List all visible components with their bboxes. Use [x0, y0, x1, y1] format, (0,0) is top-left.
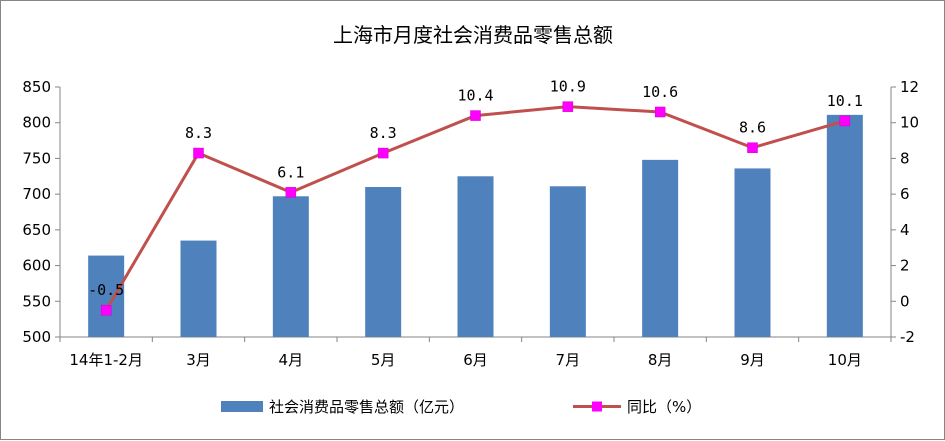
- line-point: [839, 115, 851, 127]
- right-axis-tick-label: 6: [900, 185, 910, 203]
- x-axis-tick-label: 14年1-2月: [69, 351, 143, 369]
- bar: [826, 114, 863, 337]
- legend-bar-swatch: [221, 401, 263, 412]
- line-point: [470, 110, 481, 121]
- right-axis-tick-label: 2: [900, 257, 910, 275]
- bar: [365, 187, 402, 337]
- right-axis-tick-label: 12: [900, 78, 919, 96]
- data-label: 10.9: [550, 78, 586, 96]
- bar: [88, 255, 125, 337]
- right-axis-tick-label: 4: [900, 221, 910, 239]
- right-axis-tick-label: -2: [900, 328, 915, 346]
- left-axis-tick-label: 550: [22, 292, 51, 310]
- data-label: 8.6: [739, 119, 766, 137]
- left-axis-tick-label: 850: [22, 78, 51, 96]
- x-axis-tick-label: 10月: [828, 351, 862, 369]
- bar: [549, 186, 586, 337]
- x-axis-tick-label: 4月: [279, 351, 304, 369]
- bar-series: [88, 114, 863, 337]
- legend-bar-label: 社会消费品零售总额（亿元）: [269, 398, 464, 416]
- left-axis-tick-label: 500: [22, 328, 51, 346]
- line-point: [562, 101, 574, 112]
- left-axis-tick-label: 800: [22, 114, 51, 132]
- bar: [734, 168, 771, 337]
- line-point: [193, 147, 204, 159]
- x-axis-tick-label: 6月: [463, 351, 488, 369]
- data-label: 10.4: [457, 87, 493, 105]
- line-point: [100, 304, 112, 316]
- legend: 社会消费品零售总额（亿元） 同比（%）: [221, 398, 701, 416]
- left-axis-tick-label: 600: [22, 257, 51, 275]
- legend-line-marker: [592, 401, 602, 412]
- x-axis-tick-label: 5月: [371, 351, 396, 369]
- bar: [272, 196, 309, 337]
- right-axis-tick-label: 8: [900, 149, 910, 167]
- line-point: [747, 142, 758, 153]
- data-label: -0.5: [88, 281, 124, 299]
- left-axis-tick-label: 700: [22, 185, 51, 203]
- x-axis-tick-label: 9月: [740, 351, 765, 369]
- data-label: 8.3: [185, 124, 212, 142]
- data-label: 6.1: [277, 163, 304, 181]
- bar: [642, 159, 679, 337]
- data-label: 8.3: [370, 124, 397, 142]
- x-axis-tick-label: 8月: [648, 351, 673, 369]
- line-point: [285, 187, 297, 198]
- bar: [457, 176, 494, 337]
- x-axis-tick-label: 3月: [186, 351, 211, 369]
- line-point: [654, 106, 666, 118]
- line-series: [100, 101, 851, 316]
- right-axis-tick-label: 0: [900, 292, 910, 310]
- left-axis-tick-label: 650: [22, 221, 51, 239]
- data-label: 10.6: [642, 83, 678, 101]
- line-point: [377, 147, 389, 159]
- bar: [180, 240, 217, 337]
- legend-line-label: 同比（%）: [627, 398, 701, 416]
- x-axis-tick-label: 7月: [556, 351, 581, 369]
- right-axis-tick-label: 10: [900, 114, 919, 132]
- chart-title: 上海市月度社会消费品零售总额: [333, 23, 613, 47]
- left-axis-tick-label: 750: [22, 149, 51, 167]
- data-labels: -0.5 8.3 6.1 8.3 10.4 10.9 10.6 8.6 10.1: [88, 78, 863, 300]
- data-label: 10.1: [827, 92, 863, 110]
